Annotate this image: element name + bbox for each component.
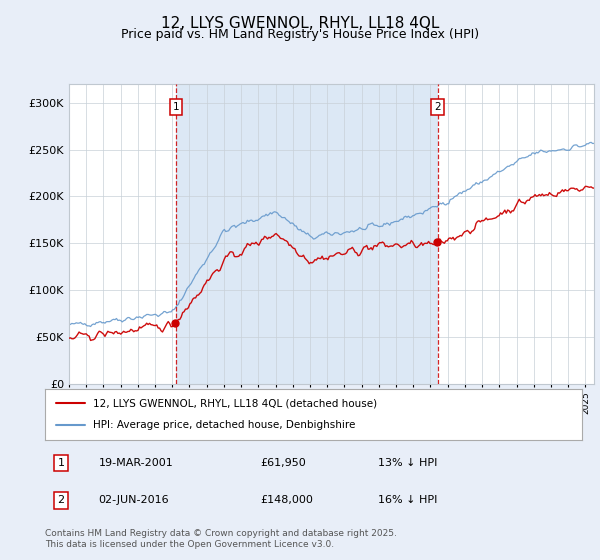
Text: Price paid vs. HM Land Registry's House Price Index (HPI): Price paid vs. HM Land Registry's House … bbox=[121, 28, 479, 41]
Bar bbox=[176, 84, 438, 384]
Text: 02-JUN-2016: 02-JUN-2016 bbox=[98, 496, 169, 506]
Text: 2: 2 bbox=[58, 496, 65, 506]
Text: 12, LLYS GWENNOL, RHYL, LL18 4QL: 12, LLYS GWENNOL, RHYL, LL18 4QL bbox=[161, 16, 439, 31]
Text: £61,950: £61,950 bbox=[260, 458, 305, 468]
Text: 16% ↓ HPI: 16% ↓ HPI bbox=[378, 496, 437, 506]
Text: 19-MAR-2001: 19-MAR-2001 bbox=[98, 458, 173, 468]
Text: Contains HM Land Registry data © Crown copyright and database right 2025.
This d: Contains HM Land Registry data © Crown c… bbox=[45, 529, 397, 549]
Text: HPI: Average price, detached house, Denbighshire: HPI: Average price, detached house, Denb… bbox=[94, 421, 356, 431]
Text: 1: 1 bbox=[173, 102, 179, 113]
Text: 13% ↓ HPI: 13% ↓ HPI bbox=[378, 458, 437, 468]
Text: 1: 1 bbox=[58, 458, 65, 468]
Text: 2: 2 bbox=[434, 102, 441, 113]
Text: 12, LLYS GWENNOL, RHYL, LL18 4QL (detached house): 12, LLYS GWENNOL, RHYL, LL18 4QL (detach… bbox=[94, 398, 377, 408]
Text: £148,000: £148,000 bbox=[260, 496, 313, 506]
